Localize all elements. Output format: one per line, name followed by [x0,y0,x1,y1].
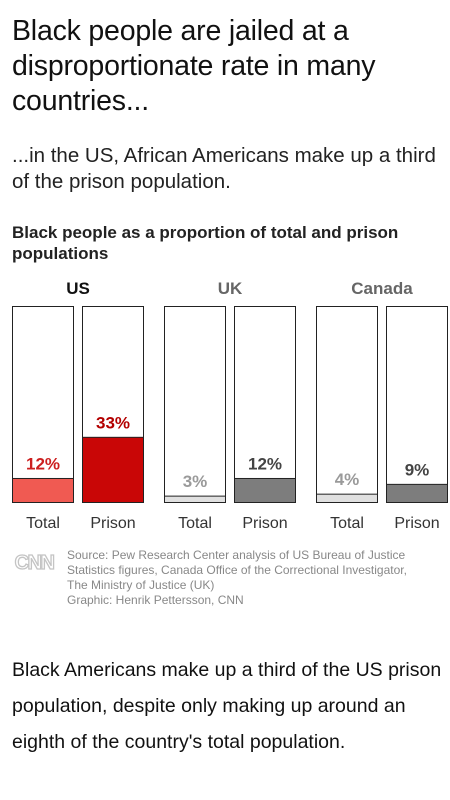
bar-track [316,306,378,503]
credit-line: Graphic: Henrik Pettersson, CNN [67,593,244,607]
group-label: US [66,279,90,298]
bar [234,477,296,503]
data-label: 33% [96,413,130,432]
cnn-logo-icon: CNN [14,551,56,574]
bar [386,483,448,503]
bar [82,436,144,504]
group-label: UK [218,279,243,298]
graphic-title: Black people are jailed at a disproporti… [12,15,376,117]
data-label: 4% [335,470,360,489]
category-label: Total [330,515,364,532]
data-label: 12% [26,454,60,473]
category-label: Total [178,515,212,532]
graphic-subtitle: ...in the US, African Americans make up … [12,144,436,193]
infographic: Black people are jailed at a disproporti… [12,15,448,618]
category-label: Prison [90,515,135,532]
bar-chart: US 12% Total 33% Prison UK 3% Total 12% Prison Can… [12,279,448,532]
source-line: Source: Pew Research Center analysis of … [67,548,406,562]
category-label: Total [26,515,60,532]
bar-track [164,306,226,503]
category-label: Prison [394,515,439,532]
bar [12,477,74,503]
article-paragraph: Black Americans make up a third of the U… [12,659,442,753]
category-label: Prison [242,515,287,532]
data-label: 3% [183,472,208,491]
source-block: CNN Source: Pew Research Center analysis… [12,548,442,618]
group-label: Canada [351,279,413,298]
bar [316,493,378,504]
source-line: Statistics figures, Canada Office of the… [67,563,407,577]
bar-track [234,306,296,503]
chart-title: Black people as a proportion of total an… [12,223,399,263]
bar-track [12,306,74,503]
cnn-logo-text: CNN [15,552,55,574]
data-label: 12% [248,454,282,473]
source-text: Source: Pew Research Center analysis of … [67,548,447,608]
source-line: The Ministry of Justice (UK) [67,578,215,592]
bar-track [386,306,448,503]
bar [164,495,226,503]
data-label: 9% [405,460,430,479]
